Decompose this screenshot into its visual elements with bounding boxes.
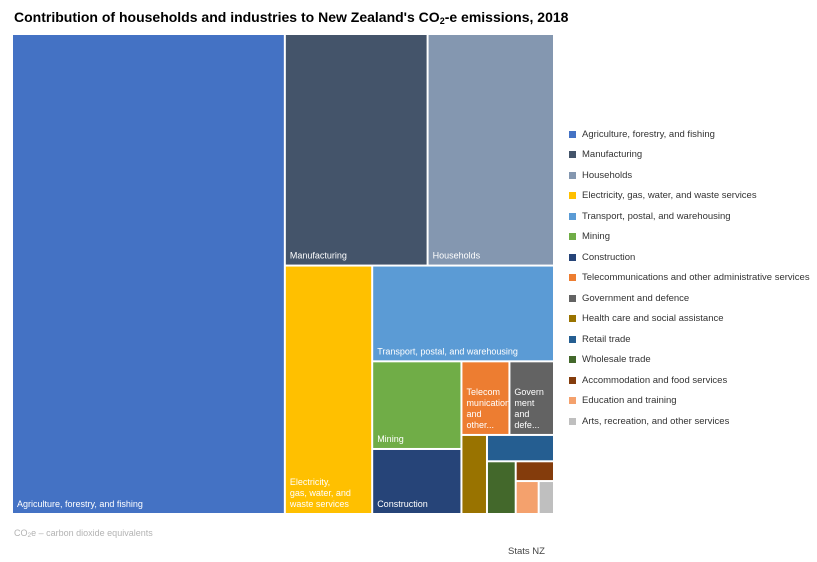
legend-swatch [569, 212, 576, 220]
legend-swatch [569, 335, 576, 343]
legend-label: Government and defence [582, 292, 690, 304]
legend-swatch [569, 356, 576, 364]
legend-item-agriculture-forestry-and-fishing: Agriculture, forestry, and fishing [569, 124, 810, 145]
legend-label: Manufacturing [582, 149, 643, 161]
legend-label: Wholesale trade [582, 354, 651, 366]
treemap-rect-health-care-and-social-assistance [462, 435, 486, 513]
legend-item-telecommunications-and-other-administrative-services: Telecommunications and other administrat… [569, 268, 810, 289]
treemap-rect-education-and-training [516, 482, 538, 513]
treemap-label-manufacturing: Manufacturing [290, 251, 347, 261]
treemap-rect-retail-trade [487, 435, 553, 461]
source-credit: Stats NZ [508, 546, 545, 557]
treemap-label-government-and-defence: Govern ment and defe... [514, 387, 544, 430]
treemap-cell-mining: Mining [373, 362, 461, 448]
treemap-rect-transport-postal-and-warehousing [373, 266, 553, 361]
treemap-rect-wholesale-trade [487, 462, 515, 513]
treemap-label-agriculture-forestry-and-fishing: Agriculture, forestry, and fishing [17, 499, 143, 509]
legend-swatch [569, 130, 576, 138]
treemap-label-electricity-gas-water-and-waste-services: Electricity, gas, water, and waste service… [289, 477, 351, 509]
chart-title: Contribution of households and industrie… [14, 9, 569, 26]
treemap-label-households: Households [433, 251, 481, 261]
treemap-label-mining: Mining [377, 434, 404, 444]
legend-item-mining: Mining [569, 227, 810, 248]
legend-label: Education and training [582, 395, 677, 407]
legend-swatch [569, 417, 576, 425]
treemap-rect-government-and-defence [510, 362, 553, 434]
legend-item-transport-postal-and-warehousing: Transport, postal, and warehousing [569, 206, 810, 227]
treemap-cell-government-and-defence: Govern ment and defe... [510, 362, 553, 434]
treemap-label-construction: Construction [377, 499, 428, 509]
legend-label: Accommodation and food services [582, 374, 728, 386]
legend-swatch [569, 253, 576, 261]
legend-label: Construction [582, 251, 636, 263]
treemap-rect-households [428, 35, 553, 265]
legend-item-households: Households [569, 165, 810, 186]
treemap-rect-mining [373, 362, 461, 448]
treemap-cell-arts-recreation-and-other-services [539, 482, 553, 513]
treemap-cell-households: Households [428, 35, 553, 265]
legend-swatch [569, 274, 576, 282]
legend-swatch [569, 233, 576, 241]
treemap-cell-agriculture-forestry-and-fishing: Agriculture, forestry, and fishing [13, 35, 284, 513]
legend-swatch [569, 151, 576, 159]
chart-legend: Agriculture, forestry, and fishing Manufa… [569, 124, 810, 432]
legend-item-education-and-training: Education and training [569, 391, 810, 412]
treemap-rect-construction [373, 449, 461, 513]
legend-item-government-and-defence: Government and defence [569, 288, 810, 309]
legend-swatch [569, 294, 576, 302]
treemap-rect-telecommunications-and-other-administrative-services [462, 362, 509, 434]
legend-item-electricity-gas-water-and-waste-services: Electricity, gas, water, and waste servi… [569, 186, 810, 207]
treemap-label-transport-postal-and-warehousing: Transport, postal, and warehousing [377, 346, 518, 356]
legend-item-construction: Construction [569, 247, 810, 268]
legend-label: Health care and social assistance [582, 313, 724, 325]
footnote: CO2e – carbon dioxide equivalents [14, 528, 153, 539]
treemap-cell-wholesale-trade [487, 462, 515, 513]
legend-item-accommodation-and-food-services: Accommodation and food services [569, 370, 810, 391]
legend-item-wholesale-trade: Wholesale trade [569, 350, 810, 371]
treemap-rect-agriculture-forestry-and-fishing [13, 35, 284, 513]
legend-swatch [569, 315, 576, 323]
legend-swatch [569, 192, 576, 200]
legend-swatch [569, 376, 576, 384]
treemap-cell-manufacturing: Manufacturing [285, 35, 427, 265]
legend-label: Electricity, gas, water, and waste servi… [582, 190, 757, 202]
treemap-cell-electricity-gas-water-and-waste-services: Electricity, gas, water, and waste service… [285, 266, 372, 513]
legend-label: Telecommunications and other administrat… [582, 272, 810, 284]
treemap-cell-construction: Construction [373, 449, 461, 513]
legend-swatch [569, 171, 576, 179]
treemap-cell-retail-trade [487, 435, 553, 461]
treemap-cell-transport-postal-and-warehousing: Transport, postal, and warehousing [373, 266, 553, 361]
legend-swatch [569, 397, 576, 405]
legend-item-manufacturing: Manufacturing [569, 145, 810, 166]
legend-item-arts-recreation-and-other-services: Arts, recreation, and other services [569, 411, 810, 432]
treemap-cell-accommodation-and-food-services [516, 462, 553, 481]
legend-label: Arts, recreation, and other services [582, 415, 730, 427]
treemap-cell-education-and-training [516, 482, 538, 513]
treemap-cell-health-care-and-social-assistance [462, 435, 486, 513]
treemap-cell-telecommunications-and-other-administrative-services: Telecom munications and other... [462, 362, 515, 434]
legend-item-health-care-and-social-assistance: Health care and social assistance [569, 309, 810, 330]
legend-item-retail-trade: Retail trade [569, 329, 810, 350]
treemap-rect-accommodation-and-food-services [516, 462, 553, 481]
legend-label: Households [582, 169, 633, 181]
treemap-rect-arts-recreation-and-other-services [539, 482, 553, 513]
legend-label: Retail trade [582, 333, 631, 345]
legend-label: Transport, postal, and warehousing [582, 210, 731, 222]
treemap-rect-electricity-gas-water-and-waste-services [285, 266, 372, 513]
legend-label: Agriculture, forestry, and fishing [582, 128, 715, 140]
treemap-rect-manufacturing [285, 35, 427, 265]
treemap-label-telecommunications-and-other-administrative-services: Telecom munications and other... [466, 387, 515, 430]
legend-label: Mining [582, 231, 610, 243]
